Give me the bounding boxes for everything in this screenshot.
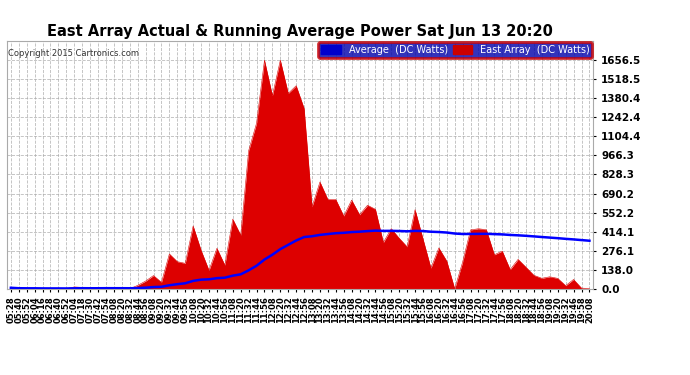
Text: Copyright 2015 Cartronics.com: Copyright 2015 Cartronics.com <box>8 49 139 58</box>
Title: East Array Actual & Running Average Power Sat Jun 13 20:20: East Array Actual & Running Average Powe… <box>47 24 553 39</box>
Legend: Average  (DC Watts), East Array  (DC Watts): Average (DC Watts), East Array (DC Watts… <box>318 42 593 58</box>
